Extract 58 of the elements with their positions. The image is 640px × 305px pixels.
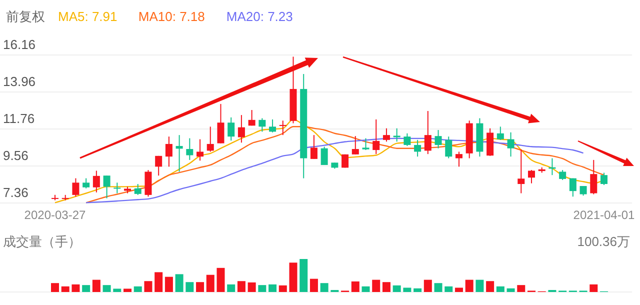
text: 100.36万 (577, 234, 630, 249)
y-tick-label: 13.96 (3, 74, 36, 89)
bar (113, 288, 122, 292)
text: MA20: 7.23 (226, 9, 293, 24)
bar (258, 285, 266, 292)
bar (186, 282, 194, 292)
bar (154, 272, 163, 292)
bar (414, 288, 422, 292)
bar (506, 288, 515, 292)
bar (72, 284, 80, 292)
bar (196, 282, 204, 292)
bar (486, 281, 494, 292)
bar (382, 282, 390, 292)
bar (82, 285, 90, 292)
bar (164, 276, 173, 292)
bar (403, 288, 412, 292)
bar (51, 283, 59, 292)
bar (310, 278, 318, 292)
x-tick-label: 2021-04-01 (573, 208, 636, 222)
y-tick-label: 9.56 (3, 148, 28, 163)
bar (590, 284, 598, 292)
bar (496, 286, 504, 292)
bar (424, 280, 432, 292)
bar (61, 286, 70, 292)
bar (206, 274, 214, 292)
bar (92, 280, 100, 292)
bar (434, 283, 442, 292)
bar (362, 286, 370, 292)
y-tick-label: 11.76 (3, 111, 35, 126)
bar (175, 274, 184, 292)
bar (268, 284, 277, 292)
y-axis-title: 成交量（手） (3, 234, 81, 249)
bar (144, 281, 152, 292)
bar (392, 285, 401, 292)
bar (465, 280, 474, 292)
bar (124, 288, 132, 292)
bar (237, 281, 246, 292)
text: MA5: 7.91 (58, 9, 118, 24)
bar (444, 286, 453, 292)
bar (227, 284, 236, 292)
bar (134, 286, 142, 292)
bar (351, 281, 360, 292)
bar (476, 280, 484, 292)
x-tick-label: 2020-03-27 (24, 208, 86, 222)
y-tick-label: 16.16 (3, 37, 36, 52)
bar (454, 288, 463, 292)
bar (248, 282, 256, 292)
bar (372, 280, 380, 292)
bar (102, 285, 111, 292)
bar (320, 283, 328, 292)
bar (517, 285, 526, 292)
bar (216, 268, 225, 292)
y-tick-label: 7.36 (3, 185, 28, 200)
bar (278, 285, 287, 292)
text: MA10: 7.18 (138, 9, 205, 24)
bar (300, 259, 308, 292)
bar (289, 262, 298, 292)
chart-title: 前复权 (6, 9, 45, 24)
